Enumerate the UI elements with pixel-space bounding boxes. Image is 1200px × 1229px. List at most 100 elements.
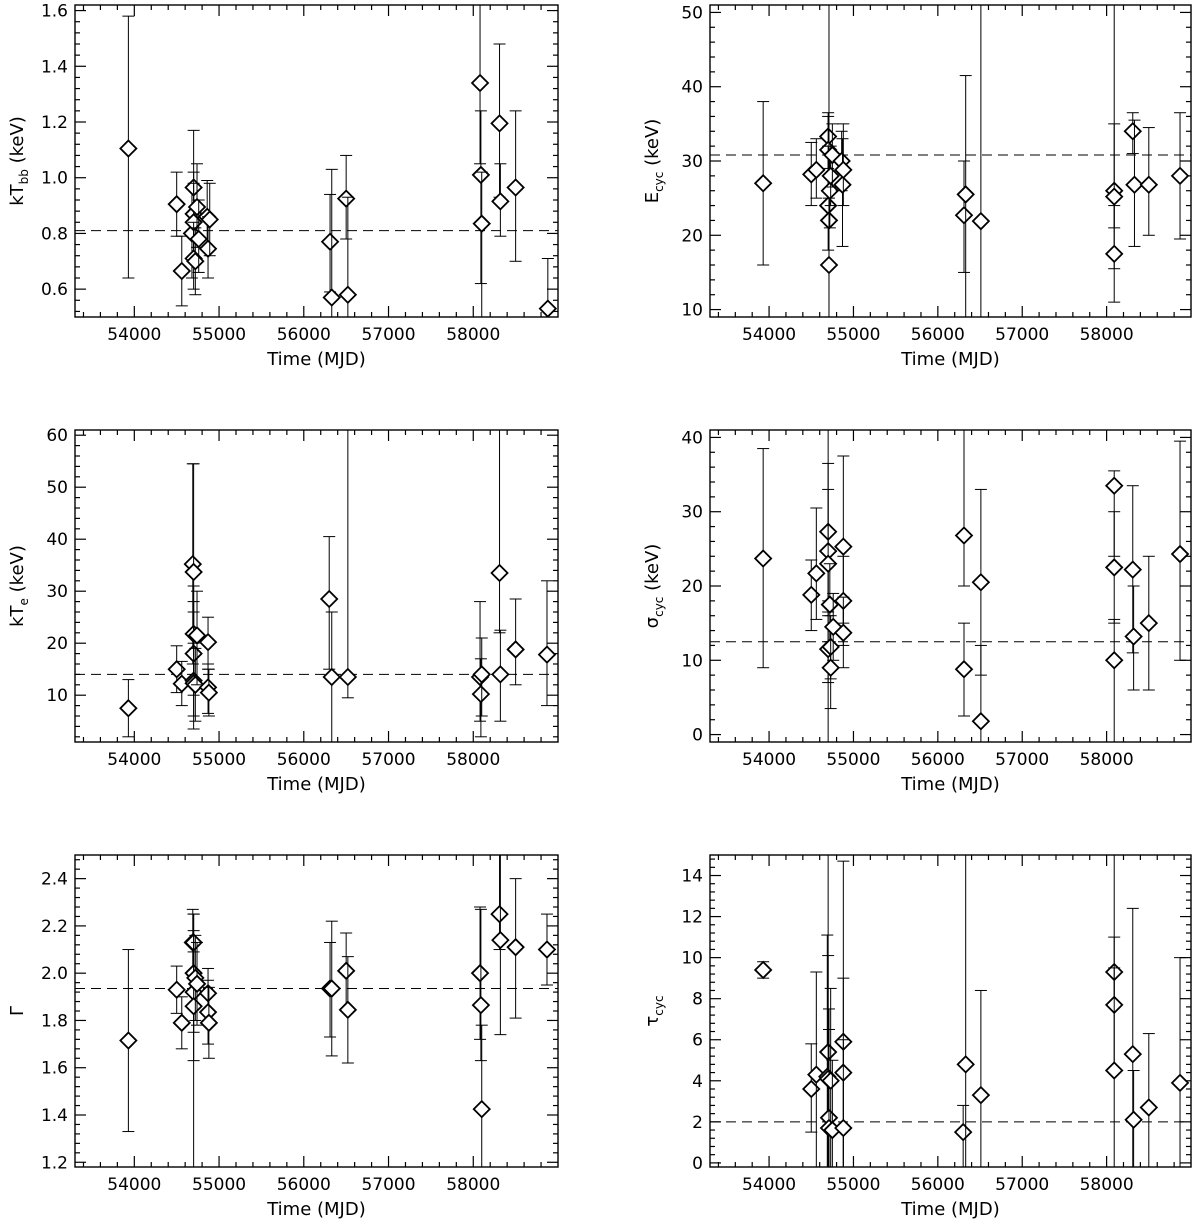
y-tick-label: 40: [681, 78, 703, 98]
data-point-diamond: [956, 1055, 975, 1074]
x-axis-label: Time (MJD): [266, 1199, 366, 1220]
data-point-diamond: [807, 564, 826, 583]
data-point-diamond: [753, 960, 773, 980]
plot-frame: [709, 429, 1192, 743]
y-tick-label: 2.4: [41, 870, 68, 890]
x-tick-label: 54000: [107, 750, 161, 770]
data-point-diamond: [472, 665, 492, 684]
y-tick-label: 40: [681, 428, 703, 448]
data-point-diamond: [187, 974, 207, 994]
data-point-diamond: [172, 1013, 192, 1033]
data-point-diamond: [167, 194, 186, 214]
y-tick-label: 1.0: [41, 169, 68, 189]
x-axis-label: Time (MJD): [900, 1199, 1000, 1220]
data-point-diamond: [801, 1079, 821, 1099]
y-tick-label: 6: [692, 1031, 703, 1051]
y-tick-label: 30: [681, 152, 703, 172]
data-points: [753, 855, 1190, 1167]
x-tick-label: 56000: [277, 750, 331, 770]
y-tick-label: 2.2: [41, 917, 68, 937]
data-point-diamond: [1170, 544, 1190, 564]
y-tick-label: 1.2: [41, 113, 68, 133]
data-point-diamond: [1104, 244, 1124, 264]
plot-frame: [74, 429, 559, 743]
x-tick-label: 56000: [911, 1175, 965, 1195]
data-point-diamond: [470, 963, 490, 983]
panel-Gamma: 54000 55000 56000 57000 58000 1.2 1.4 1.6 1.8 2.0…: [7, 854, 559, 1220]
data-point-diamond: [971, 211, 991, 231]
x-tick-label: 57000: [995, 750, 1049, 770]
data-point-diamond: [821, 166, 840, 186]
y-axis-label-main: σ: [642, 617, 663, 628]
x-tick-label: 54000: [742, 750, 796, 770]
x-tick-label: 58000: [1080, 750, 1134, 770]
data-point-diamond: [1170, 166, 1190, 186]
y-axis-label: τcyc: [642, 995, 666, 1026]
x-tick-label: 54000: [107, 1175, 161, 1195]
y-axis-label: σcyc (keV): [642, 544, 666, 629]
x-tick-label: 58000: [446, 750, 500, 770]
x-tick-label: 56000: [277, 1175, 331, 1195]
y-tick-label: 20: [681, 226, 703, 246]
y-tick-label: 60: [46, 426, 68, 446]
data-point-diamond: [320, 232, 340, 252]
y-tick-label: 50: [46, 478, 68, 498]
data-point-diamond: [537, 645, 557, 664]
y-axis-label-main: τ: [642, 1016, 663, 1027]
data-point-diamond: [1123, 560, 1143, 579]
y-tick-label: 14: [681, 867, 703, 887]
data-point-diamond: [199, 683, 219, 702]
y-tick-label: 50: [681, 3, 703, 23]
y-tick-label: 1.6: [41, 1059, 68, 1079]
data-point-diamond: [189, 229, 208, 249]
data-point-diamond: [470, 73, 490, 93]
y-tick-label: 1.2: [41, 1153, 68, 1173]
y-axis-label-unit: (keV): [7, 545, 28, 598]
plot-frame: [74, 4, 559, 318]
data-point-diamond: [491, 192, 510, 211]
y-axis-label: kTe (keV): [7, 545, 31, 627]
data-points: [753, 5, 1190, 317]
x-tick-label: 55000: [192, 750, 246, 770]
y-axis-label-main: Γ: [7, 1006, 28, 1016]
y-axis-label-unit: (keV): [642, 119, 663, 172]
y-axis-label-main: kT: [7, 183, 28, 205]
y-tick-label: 10: [681, 651, 703, 671]
x-tick-label: 56000: [277, 325, 331, 345]
data-point-diamond: [953, 1122, 973, 1142]
data-point-diamond: [1124, 627, 1143, 646]
x-tick-label: 55000: [192, 325, 246, 345]
data-point-diamond: [490, 114, 509, 133]
x-axis-label: Time (MJD): [900, 349, 1000, 370]
x-tick-label: 57000: [995, 1175, 1049, 1195]
data-point-diamond: [1139, 613, 1159, 633]
data-point-diamond: [187, 197, 207, 217]
y-tick-label: 0.8: [41, 224, 68, 244]
data-point-diamond: [1170, 1073, 1190, 1093]
data-point-diamond: [472, 1099, 492, 1119]
data-point-diamond: [200, 210, 220, 229]
x-tick-label: 58000: [446, 325, 500, 345]
y-axis-label-subscript: e: [17, 598, 31, 605]
data-point-diamond: [172, 261, 192, 281]
data-point-diamond: [971, 711, 991, 731]
y-tick-label: 2.0: [41, 964, 68, 984]
data-point-diamond: [1139, 1098, 1159, 1117]
plot-frame: [709, 854, 1192, 1168]
data-point-diamond: [807, 160, 826, 180]
data-point-diamond: [198, 239, 218, 259]
data-point-diamond: [954, 659, 974, 679]
x-tick-label: 54000: [742, 325, 796, 345]
y-tick-label: 4: [692, 1072, 703, 1092]
y-axis-label-subscript: cyc: [652, 597, 666, 617]
y-tick-label: 40: [46, 530, 68, 550]
data-point-diamond: [834, 537, 853, 556]
data-point-diamond: [819, 255, 839, 275]
x-tick-label: 55000: [192, 1175, 246, 1195]
panel-Ecyc: 54000 55000 56000 57000 58000 10 20 30 40 50 Time …: [642, 3, 1192, 370]
y-axis-label: Γ: [7, 1006, 28, 1016]
data-point-diamond: [491, 930, 510, 950]
y-tick-label: 0.6: [41, 280, 68, 300]
data-points: [753, 430, 1190, 742]
